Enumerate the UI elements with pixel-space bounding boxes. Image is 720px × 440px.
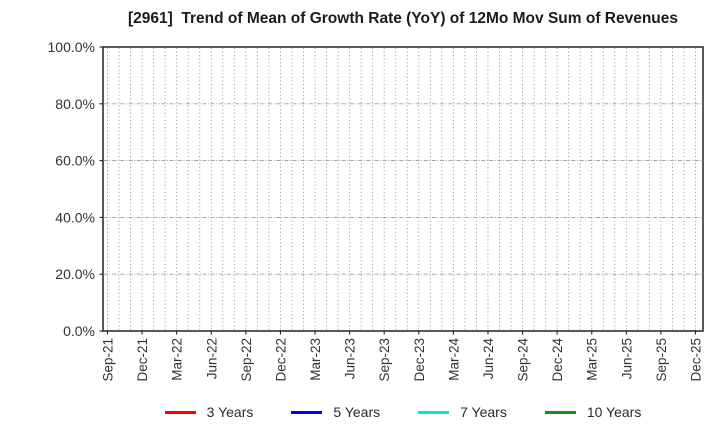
svg-text:Sep-21: Sep-21 (101, 338, 116, 382)
chart-legend: 3 Years 5 Years 7 Years 10 Years (103, 404, 703, 420)
legend-label-3-years: 3 Years (206, 404, 254, 420)
svg-text:Dec-25: Dec-25 (689, 338, 704, 382)
legend-line-swatch-7-years (418, 410, 450, 414)
svg-text:Jun-22: Jun-22 (204, 338, 219, 379)
svg-text:20.0%: 20.0% (55, 266, 95, 282)
svg-text:Sep-22: Sep-22 (239, 338, 254, 382)
svg-text:Sep-24: Sep-24 (516, 338, 531, 382)
legend-item-5-years: 5 Years (291, 404, 380, 420)
legend-line-swatch-3-years (164, 410, 196, 414)
svg-text:Sep-23: Sep-23 (377, 338, 392, 382)
chart-title: [2961] Trend of Mean of Growth Rate (YoY… (127, 10, 679, 27)
svg-text:Mar-25: Mar-25 (585, 338, 600, 381)
svg-text:Mar-23: Mar-23 (308, 338, 323, 381)
svg-text:60.0%: 60.0% (55, 153, 95, 169)
svg-text:Jun-23: Jun-23 (343, 338, 358, 379)
svg-text:Dec-22: Dec-22 (273, 338, 288, 382)
svg-text:80.0%: 80.0% (55, 96, 95, 112)
legend-item-7-years: 7 Years (418, 404, 507, 420)
svg-text:Jun-24: Jun-24 (481, 338, 496, 380)
svg-text:0.0%: 0.0% (63, 323, 95, 339)
legend-line-swatch-10-years (544, 410, 576, 414)
svg-text:Dec-23: Dec-23 (412, 338, 427, 382)
svg-text:Jun-25: Jun-25 (619, 338, 634, 379)
svg-text:Sep-25: Sep-25 (654, 338, 669, 382)
svg-text:40.0%: 40.0% (55, 209, 95, 225)
legend-item-3-years: 3 Years (164, 404, 254, 420)
legend-label-5-years: 5 Years (333, 404, 381, 420)
plot-area: 0.0% 20.0% 40.0% 60.0% 80.0% 100.0% Sep-21 Dec-… (48, 39, 704, 382)
svg-text:Mar-22: Mar-22 (170, 338, 185, 381)
svg-text:Mar-24: Mar-24 (446, 338, 461, 381)
svg-text:Dec-21: Dec-21 (135, 338, 150, 382)
legend-item-10-years: 10 Years (544, 404, 642, 420)
svg-text:100.0%: 100.0% (48, 39, 95, 55)
legend-label-7-years: 7 Years (460, 404, 507, 420)
svg-text:Dec-24: Dec-24 (550, 338, 565, 382)
legend-line-swatch-5-years (291, 410, 323, 414)
legend-label-10-years: 10 Years (586, 404, 642, 420)
